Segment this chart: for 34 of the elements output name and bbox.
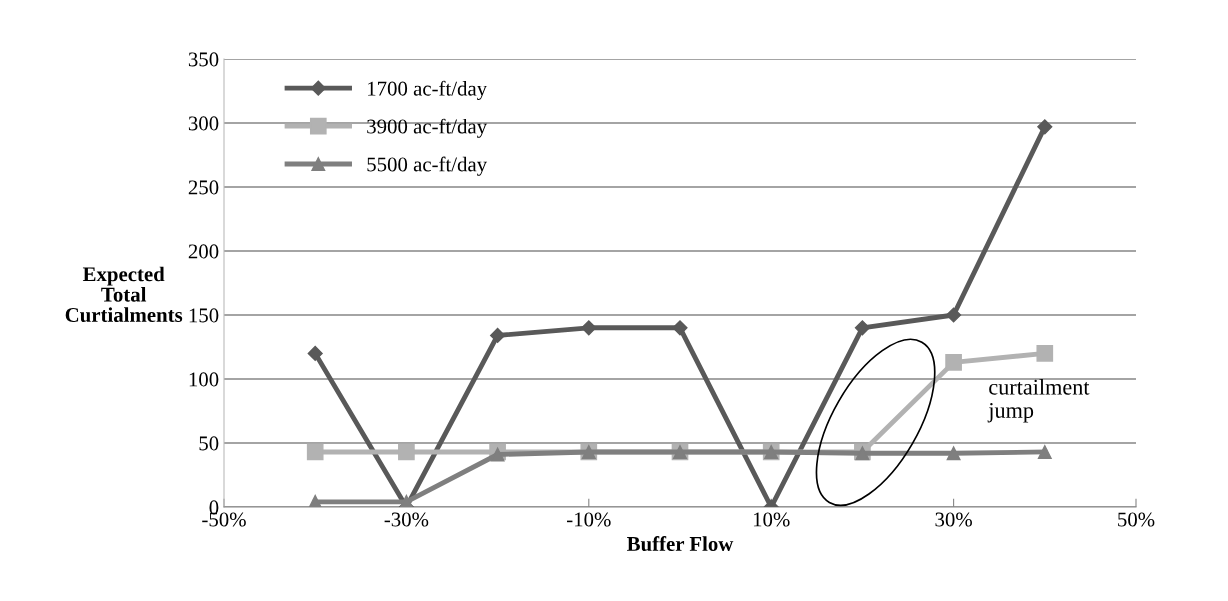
legend-label: 1700 ac-ft/day [368, 80, 488, 100]
point [581, 320, 597, 336]
y-tick-label: 300 [188, 116, 219, 131]
point [1037, 119, 1053, 135]
point [308, 494, 323, 507]
legend-label: 3900 ac-ft/day [367, 118, 488, 138]
x-tick-label: 30% [935, 512, 972, 527]
point [306, 443, 324, 461]
y-axis-title: Expected Total Curtialments [65, 266, 183, 323]
point [946, 307, 962, 323]
y-tick-label: 250 [188, 180, 219, 195]
point [490, 447, 505, 462]
annotation: curtailment jump [987, 379, 1090, 423]
y-tick-label: 350 [188, 52, 219, 67]
y-tick-label: 50 [199, 436, 219, 451]
y-tick-label: 200 [188, 244, 219, 259]
x-tick-label: 50% [1118, 512, 1155, 527]
point [307, 345, 323, 361]
y-tick-label: 150 [189, 308, 219, 323]
point [946, 446, 961, 461]
point [398, 443, 415, 461]
point [1037, 445, 1052, 459]
point [672, 320, 688, 336]
point [854, 320, 870, 336]
point [1036, 345, 1054, 362]
legend-label: 5500 ac-ft/day [367, 156, 488, 176]
x-tick-label: -10% [567, 512, 611, 527]
x-tick-label: 10% [753, 512, 790, 527]
x-axis-title: Buffer Flow [627, 536, 734, 552]
point [945, 354, 962, 371]
point [399, 494, 414, 507]
point [490, 327, 506, 344]
y-tick-label: 100 [189, 372, 219, 387]
x-tick-label: -30% [384, 512, 429, 527]
